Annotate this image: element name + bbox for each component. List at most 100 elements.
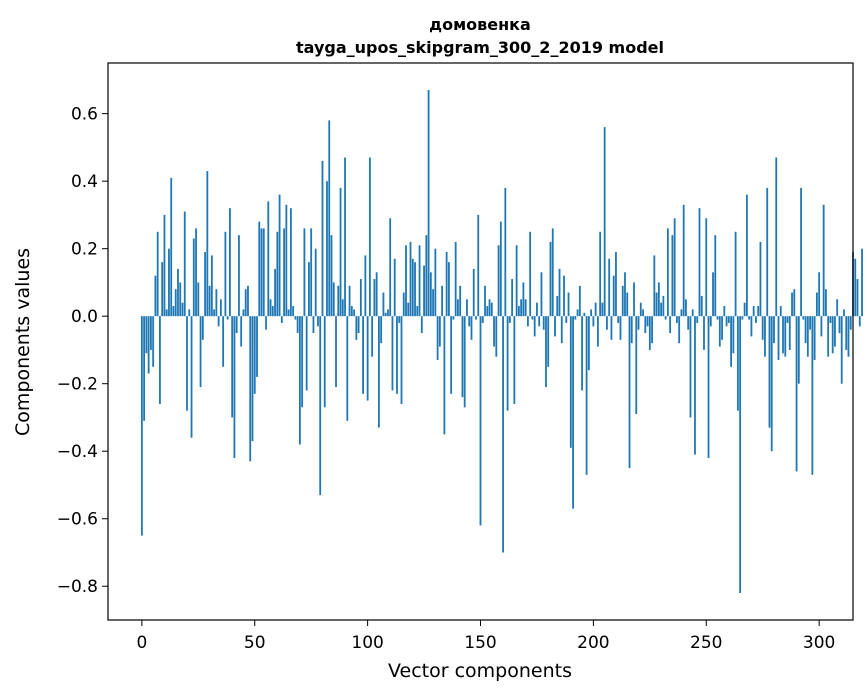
bar-215 [626, 292, 629, 317]
bar-120 [411, 258, 414, 317]
bar-17 [179, 282, 182, 317]
bar-223 [644, 316, 647, 334]
bar-241 [685, 299, 687, 317]
bar-291 [797, 316, 800, 384]
bar-280 [773, 316, 775, 344]
bar-133 [441, 285, 444, 317]
bar-262 [732, 316, 735, 354]
bar-202 [596, 316, 599, 347]
bar-142 [461, 316, 464, 398]
bar-43 [238, 235, 240, 317]
bar-216 [628, 316, 631, 469]
bar-130 [434, 248, 437, 317]
bar-151 [481, 316, 484, 323]
bar-312 [845, 316, 848, 350]
bar-113 [396, 316, 398, 394]
bar-88 [339, 187, 342, 317]
bar-179 [545, 316, 547, 388]
bar-181 [549, 241, 552, 317]
bar-35 [219, 299, 222, 317]
bar-175 [536, 302, 538, 317]
bar-139 [454, 241, 457, 317]
bar-203 [599, 231, 602, 317]
bar-145 [468, 316, 471, 327]
bar-38 [226, 316, 229, 320]
bar-294 [804, 316, 807, 344]
bar-297 [811, 316, 814, 475]
bar-303 [825, 289, 827, 317]
bar-36 [222, 316, 225, 367]
bar-231 [662, 295, 665, 317]
bar-242 [687, 316, 690, 330]
bar-308 [836, 299, 839, 317]
chart-title-line1: домовенка [429, 15, 531, 34]
bar-42 [235, 316, 238, 334]
bar-183 [554, 316, 556, 337]
bar-163 [508, 316, 511, 323]
bar-93 [350, 306, 353, 317]
bar-228 [655, 292, 658, 317]
bar-70 [298, 316, 301, 445]
bar-125 [423, 265, 425, 317]
bar-92 [348, 285, 351, 317]
x-tick-label: 50 [244, 633, 266, 653]
bar-137 [450, 316, 453, 394]
bar-234 [669, 316, 672, 334]
x-tick-label: 250 [690, 633, 722, 653]
x-axis-ticks: 0 50 100 150 200 250 300 [136, 620, 835, 653]
bar-264 [736, 316, 739, 411]
bar-255 [716, 316, 719, 320]
bar-83 [328, 120, 331, 317]
bar-48 [249, 316, 252, 462]
bar-3 [147, 316, 150, 374]
bar-122 [416, 306, 419, 317]
bar-191 [572, 316, 574, 509]
bar-271 [752, 306, 755, 317]
chart-title-line2: tayga_upos_skipgram_300_2_2019 model [296, 38, 664, 57]
bar-33 [215, 289, 218, 317]
bar-74 [308, 262, 310, 317]
bar-63 [283, 228, 285, 317]
bar-316 [854, 258, 857, 317]
bar-250 [705, 218, 708, 317]
bar-124 [420, 316, 423, 334]
bar-68 [294, 316, 297, 320]
bar-176 [538, 316, 541, 327]
bar-86 [335, 316, 337, 388]
bar-107 [382, 292, 385, 317]
bar-117 [405, 245, 407, 317]
bar-204 [601, 302, 604, 317]
bar-217 [630, 316, 633, 344]
bar-310 [840, 316, 843, 384]
bar-178 [542, 316, 545, 330]
bar-126 [425, 235, 428, 317]
bar-296 [809, 316, 812, 330]
bar-95 [355, 316, 358, 340]
bar-274 [759, 241, 762, 317]
bar-251 [707, 316, 710, 458]
bar-201 [594, 302, 597, 317]
bar-62 [280, 316, 283, 323]
bar-77 [314, 248, 317, 317]
bar-253 [712, 272, 714, 317]
bar-232 [664, 316, 667, 320]
bar-285 [784, 316, 787, 357]
x-tick-label: 0 [136, 633, 147, 653]
bar-69 [296, 316, 299, 334]
y-tick-label: 0.4 [71, 172, 98, 192]
bar-268 [745, 194, 748, 317]
bar-197 [585, 316, 588, 475]
bar-61 [278, 194, 281, 317]
bar-267 [743, 302, 746, 317]
bar-279 [770, 316, 773, 452]
bar-55 [265, 316, 267, 330]
bar-22 [190, 316, 193, 438]
bar-269 [748, 316, 751, 320]
bar-164 [511, 279, 514, 317]
bar-53 [260, 228, 263, 317]
bar-278 [768, 316, 771, 428]
bar-141 [459, 285, 462, 317]
bar-311 [843, 309, 845, 317]
bar-150 [479, 316, 482, 526]
bar-157 [495, 316, 498, 357]
